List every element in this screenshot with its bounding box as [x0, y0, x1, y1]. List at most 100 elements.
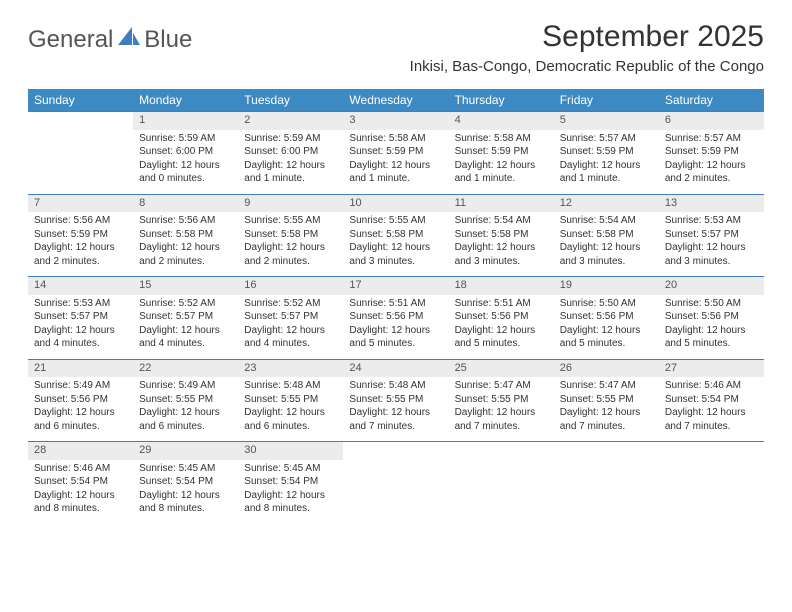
day-cell: Sunrise: 5:56 AMSunset: 5:58 PMDaylight:…: [133, 212, 238, 276]
day-number: [28, 112, 133, 130]
day-number: 22: [133, 359, 238, 377]
day-cell: Sunrise: 5:46 AMSunset: 5:54 PMDaylight:…: [659, 377, 764, 441]
day-cell: Sunrise: 5:47 AMSunset: 5:55 PMDaylight:…: [449, 377, 554, 441]
weekday-header: Sunday: [28, 89, 133, 111]
day-content-row: Sunrise: 5:46 AMSunset: 5:54 PMDaylight:…: [28, 460, 764, 524]
day-number-row: 78910111213: [28, 194, 764, 212]
weekday-header: Wednesday: [343, 89, 448, 111]
daylight-text: Daylight: 12 hours and 0 minutes.: [139, 159, 232, 186]
day-cell: Sunrise: 5:54 AMSunset: 5:58 PMDaylight:…: [554, 212, 659, 276]
sunrise-text: Sunrise: 5:56 AM: [34, 214, 127, 228]
day-cell: [343, 460, 448, 524]
sunset-text: Sunset: 5:58 PM: [244, 228, 337, 242]
sunrise-text: Sunrise: 5:56 AM: [139, 214, 232, 228]
day-number: 5: [554, 112, 659, 130]
sunset-text: Sunset: 5:56 PM: [34, 393, 127, 407]
sunrise-text: Sunrise: 5:49 AM: [139, 379, 232, 393]
daylight-text: Daylight: 12 hours and 8 minutes.: [139, 489, 232, 516]
day-cell: Sunrise: 5:45 AMSunset: 5:54 PMDaylight:…: [238, 460, 343, 524]
daylight-text: Daylight: 12 hours and 3 minutes.: [349, 241, 442, 268]
sunrise-text: Sunrise: 5:45 AM: [139, 462, 232, 476]
daylight-text: Daylight: 12 hours and 6 minutes.: [34, 406, 127, 433]
sunset-text: Sunset: 5:56 PM: [665, 310, 758, 324]
day-cell: Sunrise: 5:50 AMSunset: 5:56 PMDaylight:…: [554, 295, 659, 359]
sunset-text: Sunset: 5:54 PM: [139, 475, 232, 489]
logo-sail-icon: [118, 27, 140, 52]
sunset-text: Sunset: 5:57 PM: [139, 310, 232, 324]
sunrise-text: Sunrise: 5:58 AM: [455, 132, 548, 146]
day-number: 13: [659, 194, 764, 212]
day-cell: [554, 460, 659, 524]
sunrise-text: Sunrise: 5:52 AM: [244, 297, 337, 311]
day-cell: Sunrise: 5:45 AMSunset: 5:54 PMDaylight:…: [133, 460, 238, 524]
sunrise-text: Sunrise: 5:52 AM: [139, 297, 232, 311]
logo-text: General Blue: [28, 26, 192, 54]
sunset-text: Sunset: 5:54 PM: [244, 475, 337, 489]
day-cell: Sunrise: 5:47 AMSunset: 5:55 PMDaylight:…: [554, 377, 659, 441]
day-number: 20: [659, 277, 764, 295]
day-number-row: 282930: [28, 442, 764, 460]
sunrise-text: Sunrise: 5:58 AM: [349, 132, 442, 146]
sunset-text: Sunset: 5:59 PM: [455, 145, 548, 159]
sunrise-text: Sunrise: 5:47 AM: [560, 379, 653, 393]
day-cell: [659, 460, 764, 524]
day-number: 12: [554, 194, 659, 212]
day-cell: Sunrise: 5:59 AMSunset: 6:00 PMDaylight:…: [238, 130, 343, 194]
daylight-text: Daylight: 12 hours and 3 minutes.: [455, 241, 548, 268]
sunrise-text: Sunrise: 5:54 AM: [560, 214, 653, 228]
day-number: 16: [238, 277, 343, 295]
daylight-text: Daylight: 12 hours and 1 minute.: [560, 159, 653, 186]
day-cell: [28, 130, 133, 194]
day-number: [449, 442, 554, 460]
daylight-text: Daylight: 12 hours and 8 minutes.: [34, 489, 127, 516]
title-block: September 2025 Inkisi, Bas-Congo, Democr…: [410, 20, 764, 83]
logo-general: General: [28, 26, 113, 53]
daylight-text: Daylight: 12 hours and 6 minutes.: [244, 406, 337, 433]
day-number: 11: [449, 194, 554, 212]
day-cell: Sunrise: 5:55 AMSunset: 5:58 PMDaylight:…: [238, 212, 343, 276]
day-number-row: 14151617181920: [28, 277, 764, 295]
day-content-row: Sunrise: 5:49 AMSunset: 5:56 PMDaylight:…: [28, 377, 764, 441]
sunrise-text: Sunrise: 5:57 AM: [560, 132, 653, 146]
day-number: 14: [28, 277, 133, 295]
day-number: 18: [449, 277, 554, 295]
daylight-text: Daylight: 12 hours and 8 minutes.: [244, 489, 337, 516]
weekday-header: Saturday: [659, 89, 764, 111]
day-number: 6: [659, 112, 764, 130]
sunrise-text: Sunrise: 5:48 AM: [349, 379, 442, 393]
calendar-table: SundayMondayTuesdayWednesdayThursdayFrid…: [28, 89, 764, 524]
day-cell: Sunrise: 5:50 AMSunset: 5:56 PMDaylight:…: [659, 295, 764, 359]
sunrise-text: Sunrise: 5:57 AM: [665, 132, 758, 146]
daylight-text: Daylight: 12 hours and 4 minutes.: [139, 324, 232, 351]
sunset-text: Sunset: 5:56 PM: [560, 310, 653, 324]
day-cell: Sunrise: 5:57 AMSunset: 5:59 PMDaylight:…: [659, 130, 764, 194]
sunrise-text: Sunrise: 5:51 AM: [455, 297, 548, 311]
day-number: 25: [449, 359, 554, 377]
logo: General Blue: [28, 20, 192, 54]
location: Inkisi, Bas-Congo, Democratic Republic o…: [410, 58, 764, 75]
daylight-text: Daylight: 12 hours and 1 minute.: [349, 159, 442, 186]
day-cell: Sunrise: 5:56 AMSunset: 5:59 PMDaylight:…: [28, 212, 133, 276]
sunset-text: Sunset: 5:58 PM: [139, 228, 232, 242]
day-cell: Sunrise: 5:53 AMSunset: 5:57 PMDaylight:…: [659, 212, 764, 276]
sunset-text: Sunset: 5:55 PM: [455, 393, 548, 407]
sunset-text: Sunset: 5:59 PM: [560, 145, 653, 159]
day-cell: Sunrise: 5:52 AMSunset: 5:57 PMDaylight:…: [133, 295, 238, 359]
sunrise-text: Sunrise: 5:59 AM: [139, 132, 232, 146]
daylight-text: Daylight: 12 hours and 5 minutes.: [665, 324, 758, 351]
daylight-text: Daylight: 12 hours and 2 minutes.: [665, 159, 758, 186]
sunset-text: Sunset: 5:59 PM: [34, 228, 127, 242]
sunrise-text: Sunrise: 5:48 AM: [244, 379, 337, 393]
sunset-text: Sunset: 5:56 PM: [349, 310, 442, 324]
day-cell: Sunrise: 5:52 AMSunset: 5:57 PMDaylight:…: [238, 295, 343, 359]
daylight-text: Daylight: 12 hours and 1 minute.: [244, 159, 337, 186]
daylight-text: Daylight: 12 hours and 3 minutes.: [665, 241, 758, 268]
day-cell: Sunrise: 5:57 AMSunset: 5:59 PMDaylight:…: [554, 130, 659, 194]
day-cell: Sunrise: 5:48 AMSunset: 5:55 PMDaylight:…: [343, 377, 448, 441]
logo-blue: Blue: [144, 26, 192, 53]
day-content-row: Sunrise: 5:59 AMSunset: 6:00 PMDaylight:…: [28, 130, 764, 194]
daylight-text: Daylight: 12 hours and 3 minutes.: [560, 241, 653, 268]
day-cell: Sunrise: 5:58 AMSunset: 5:59 PMDaylight:…: [343, 130, 448, 194]
daylight-text: Daylight: 12 hours and 1 minute.: [455, 159, 548, 186]
sunrise-text: Sunrise: 5:55 AM: [244, 214, 337, 228]
